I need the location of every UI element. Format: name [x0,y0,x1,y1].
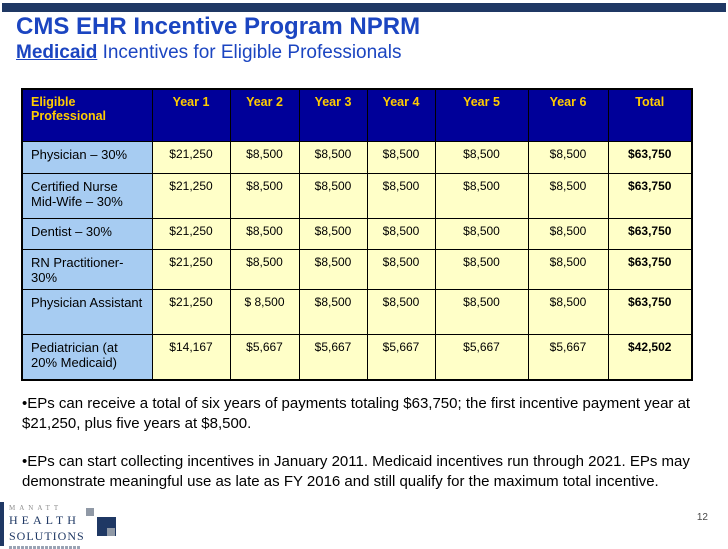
cell: $8,500 [366,288,436,335]
logo-squares-icon [86,508,116,536]
cell-total: $63,750 [607,217,693,250]
cell-total: $63,750 [607,140,693,174]
header-year-6: Year 6 [527,88,609,142]
bullet-payments: •EPs can receive a total of six years of… [22,395,691,432]
table-row: Pediatrician (at 20% Medicaid) $14,167 $… [21,333,693,381]
cell: $8,500 [527,248,609,290]
notes-section: •EPs can receive a total of six years of… [22,394,698,492]
table-row: Physician Assistant $21,250 $ 8,500 $8,5… [21,288,693,335]
cell: $8,500 [434,172,529,219]
bullet-timeline: •EPs can start collecting incentives in … [22,453,690,490]
cell: $8,500 [434,140,529,174]
cell: $8,500 [298,217,368,250]
cell: $21,250 [151,288,231,335]
cell-total: $63,750 [607,288,693,335]
header-year-4: Year 4 [366,88,436,142]
cell: $8,500 [434,248,529,290]
cell: $5,667 [298,333,368,381]
row-label: Pediatrician (at 20% Medicaid) [21,333,153,381]
cell: $8,500 [298,140,368,174]
cell: $8,500 [366,172,436,219]
table-row: Physician – 30% $21,250 $8,500 $8,500 $8… [21,140,693,174]
cell: $8,500 [229,248,300,290]
cell: $8,500 [229,140,300,174]
cell: $8,500 [229,172,300,219]
cell: $5,667 [366,333,436,381]
cell: $8,500 [298,248,368,290]
cell: $14,167 [151,333,231,381]
logo-line-solutions: SOLUTIONS [9,529,85,543]
logo-line-health: HEALTH [9,513,80,527]
cell: $8,500 [229,217,300,250]
cell-total: $42,502 [607,333,693,381]
cell: $ 8,500 [229,288,300,335]
header-eligible-professional: Eligible Professional [21,88,153,142]
table-row: Certified Nurse Mid-Wife – 30% $21,250 $… [21,172,693,219]
logo-line-manatt: MANATT [9,504,63,512]
row-label: RN Practitioner-30% [21,248,153,290]
page-number: 12 [696,512,708,523]
row-label: Physician – 30% [21,140,153,174]
cell: $8,500 [527,288,609,335]
cell: $8,500 [434,288,529,335]
header-total: Total [607,88,693,142]
cell: $21,250 [151,248,231,290]
row-label: Dentist – 30% [21,217,153,250]
table-row: Dentist – 30% $21,250 $8,500 $8,500 $8,5… [21,217,693,250]
cell: $5,667 [527,333,609,381]
cell: $8,500 [527,140,609,174]
cell-total: $63,750 [607,172,693,219]
cell: $21,250 [151,140,231,174]
subtitle-highlight: Medicaid [16,42,98,63]
slide-subtitle: Medicaid Incentives for Eligible Profess… [16,42,401,64]
cell: $8,500 [298,172,368,219]
cell-total: $63,750 [607,248,693,290]
subtitle-rest: Incentives for Eligible Professionals [97,42,402,63]
cell: $8,500 [366,140,436,174]
cell: $8,500 [366,248,436,290]
top-accent-bar [2,3,726,12]
row-label: Certified Nurse Mid-Wife – 30% [21,172,153,219]
incentives-table: Eligible Professional Year 1 Year 2 Year… [21,88,693,381]
header-year-1: Year 1 [151,88,231,142]
cell: $5,667 [434,333,529,381]
cell: $21,250 [151,172,231,219]
table-header-row: Eligible Professional Year 1 Year 2 Year… [21,88,693,142]
cell: $21,250 [151,217,231,250]
cell: $8,500 [366,217,436,250]
cell: $8,500 [434,217,529,250]
slide-title: CMS EHR Incentive Program NPRM [16,13,421,40]
header-year-2: Year 2 [229,88,300,142]
cell: $8,500 [527,217,609,250]
cell: $8,500 [527,172,609,219]
header-year-5: Year 5 [434,88,529,142]
table-row: RN Practitioner-30% $21,250 $8,500 $8,50… [21,248,693,290]
header-year-3: Year 3 [298,88,368,142]
left-edge-bar [0,502,4,546]
row-label: Physician Assistant [21,288,153,335]
cell: $8,500 [298,288,368,335]
cell: $5,667 [229,333,300,381]
